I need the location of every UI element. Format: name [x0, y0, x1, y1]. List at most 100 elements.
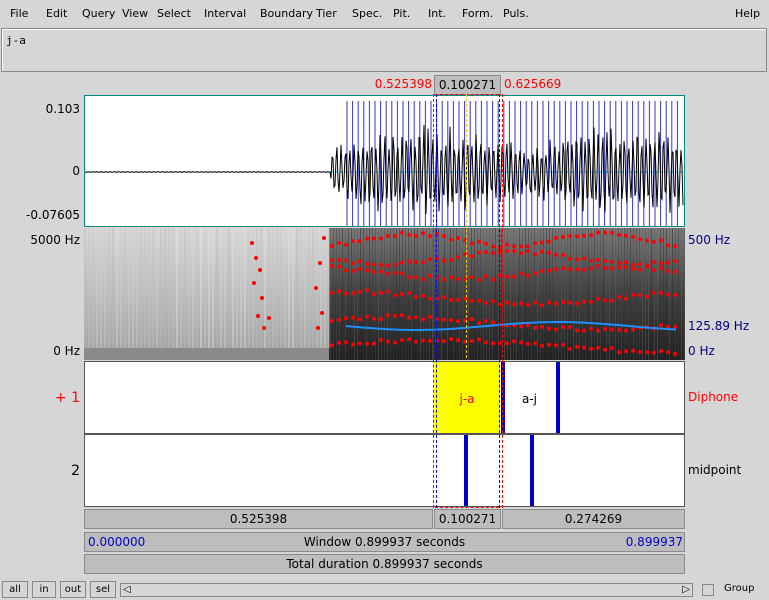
all-button[interactable]: all — [2, 581, 28, 598]
menu-form[interactable]: Form. — [462, 7, 494, 20]
point-1[interactable] — [464, 435, 468, 506]
spectrogram-column — [462, 228, 463, 360]
tier-midpoint[interactable] — [84, 434, 685, 507]
total-duration-bar[interactable]: Total duration 0.899937 seconds — [84, 554, 685, 574]
formant-dot — [407, 275, 411, 280]
spectrogram-noise — [144, 228, 146, 348]
point-2[interactable] — [530, 435, 534, 506]
spectrogram-column — [435, 228, 436, 360]
menu-pit[interactable]: Pit. — [393, 7, 411, 20]
formant-dot — [561, 266, 565, 271]
menu-help[interactable]: Help — [735, 7, 761, 20]
duration-left[interactable]: 0.525398 — [84, 509, 433, 529]
spec-top-label: 5000 Hz — [30, 233, 80, 247]
formant-dot — [372, 341, 376, 346]
boundary-1[interactable] — [501, 362, 505, 433]
spectrogram-column — [432, 228, 433, 360]
spectrogram-column — [522, 228, 523, 360]
formant-dot — [393, 313, 397, 318]
formant-dot — [617, 232, 621, 237]
formant-dot — [491, 244, 495, 249]
formant-dot — [337, 240, 341, 245]
spectrogram-noise — [324, 228, 326, 348]
selection-length[interactable]: 0.100271 — [434, 75, 501, 95]
formant-dot — [470, 254, 474, 259]
horizontal-scrollbar[interactable]: ◁ ▷ — [120, 583, 693, 597]
boundary-2[interactable] — [556, 362, 560, 433]
formant-dot — [533, 325, 537, 330]
menu-interval[interactable]: Interval — [204, 7, 247, 20]
spectrogram-column — [672, 228, 673, 360]
spectrogram-column — [624, 228, 625, 360]
formant-dot — [575, 267, 579, 272]
formant-dot — [505, 300, 509, 305]
formant-dot — [568, 300, 572, 305]
interval-text-field[interactable]: j-a — [1, 28, 767, 72]
spectrogram-column — [366, 228, 367, 360]
menu-query[interactable]: Query — [82, 7, 116, 20]
formant-dot — [652, 290, 656, 295]
spectrogram-column — [609, 228, 610, 360]
spectrogram-noise — [200, 228, 202, 348]
menu-tier[interactable]: Tier — [316, 7, 337, 20]
formant-dot — [344, 258, 348, 263]
group-checkbox[interactable] — [702, 584, 714, 596]
spectrogram-noise — [84, 228, 86, 348]
window-bar[interactable]: 0.000000 Window 0.899937 seconds 0.89993… — [84, 532, 685, 552]
formant-dot — [519, 244, 523, 249]
waveform-panel[interactable] — [84, 95, 685, 227]
menu-file[interactable]: File — [10, 7, 29, 20]
formant-dot — [484, 300, 488, 305]
interval-j-a[interactable]: j-a — [434, 362, 500, 433]
menu-view[interactable]: View — [122, 7, 149, 20]
formant-dot — [596, 328, 600, 333]
interval-a-j[interactable]: a-j — [502, 362, 557, 433]
formant-dot — [400, 260, 404, 265]
in-button[interactable]: in — [32, 581, 56, 598]
spectrogram-noise — [176, 228, 178, 348]
formant-dot — [256, 314, 260, 318]
selection-right-edge[interactable] — [499, 94, 503, 508]
formant-dot — [575, 301, 579, 306]
formant-dot — [610, 266, 614, 271]
scroll-right-icon[interactable]: ▷ — [682, 584, 690, 595]
formant-dot — [526, 249, 530, 254]
duration-selection[interactable]: 0.100271 — [434, 509, 501, 529]
spectrogram-panel[interactable] — [84, 228, 685, 360]
formant-dot — [589, 346, 593, 351]
tier-diphone[interactable]: j-a a-j — [84, 361, 685, 434]
formant-dot — [372, 316, 376, 321]
sel-button[interactable]: sel — [90, 581, 116, 598]
scroll-left-icon[interactable]: ◁ — [123, 584, 131, 595]
formant-dot — [428, 339, 432, 343]
spectrogram-column — [474, 228, 475, 360]
formant-dot — [414, 315, 418, 320]
formant-dot — [673, 292, 677, 297]
selection-start: 0.525398 — [374, 77, 432, 91]
formant-dot — [379, 290, 383, 295]
duration-right[interactable]: 0.274269 — [502, 509, 685, 529]
formant-dot — [638, 267, 642, 272]
formant-dot — [330, 264, 334, 268]
formant-dot — [638, 293, 642, 297]
menu-edit[interactable]: Edit — [46, 7, 68, 20]
menu-select[interactable]: Select — [157, 7, 191, 20]
formant-dot — [442, 258, 446, 263]
spectrogram-noise — [284, 228, 286, 348]
menu-spec[interactable]: Spec. — [352, 7, 383, 20]
formant-dot — [428, 257, 432, 262]
menu-boundary[interactable]: Boundary — [260, 7, 313, 20]
spectrogram-column — [648, 228, 649, 360]
selection-left-edge[interactable] — [433, 94, 437, 508]
spectrogram-noise — [124, 228, 126, 348]
menu-int[interactable]: Int. — [428, 7, 447, 20]
formant-dot — [337, 317, 341, 322]
formant-dot — [386, 233, 390, 238]
spectrogram-noise — [252, 228, 254, 348]
out-button[interactable]: out — [60, 581, 86, 598]
spectrogram-column — [534, 228, 535, 360]
formant-dot — [337, 264, 341, 269]
menu-puls[interactable]: Puls. — [503, 7, 529, 20]
formant-dot — [393, 340, 397, 345]
formant-dot — [351, 291, 355, 296]
